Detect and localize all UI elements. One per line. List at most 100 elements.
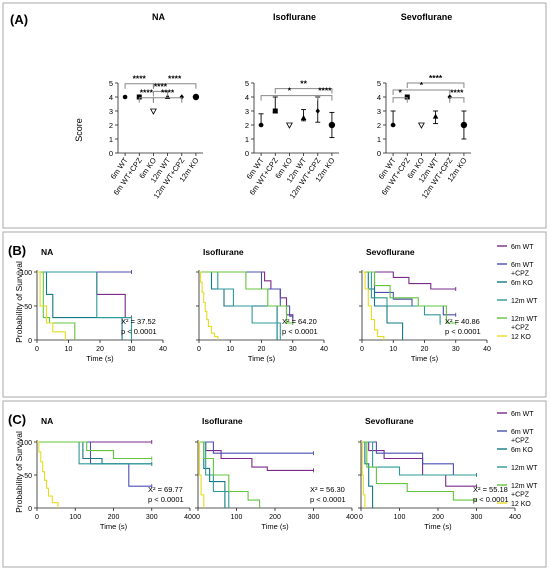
a2-sig-label: * [420,80,424,90]
b0-xlabel: Time (s) [86,354,114,363]
panel-c-frame [2,400,547,568]
a2-sig-bracket [449,97,465,103]
a2-ytick-label: 0 [377,149,381,158]
b0-ytick-label: 0 [28,338,32,345]
b1-xtick-label: 30 [289,346,297,353]
a2-title: Sevoflurane [401,12,453,22]
c2-xtick-label: 400 [509,514,521,521]
b0-ytick-label: 100 [20,270,32,277]
a2-point [390,122,396,128]
c0-chi2-annotation: X² = 69.77 [148,485,183,494]
c-legend-label: +CPZ [511,438,530,445]
b0-p-annotation: p < 0.0001 [121,327,157,336]
b0-chi2-annotation: X² = 37.52 [121,317,156,326]
a2-sig-bracket [406,82,465,88]
a1-ytick-label: 4 [245,93,249,102]
a0-point [122,94,128,100]
a0-ytick-label: 5 [109,79,113,88]
b0-title: NA [41,247,53,257]
b2-xlabel: Time (s) [411,354,439,363]
b2-chi2-annotation: X² = 40.86 [445,317,480,326]
a1-sig-label: * [288,86,292,96]
a0-title: NA [152,12,165,22]
a2-ytick-label: 3 [377,107,381,116]
c0-xtick-label: 300 [146,514,158,521]
a1-ytick-label: 0 [245,149,249,158]
panel-a-frame [2,2,547,229]
c1-xtick-label: 200 [269,514,281,521]
a2-sig-label: * [399,88,403,98]
a0-sig-label: **** [168,74,182,84]
c2-xtick-label: 0 [359,514,363,521]
b0-ytick-label: 50 [24,304,32,311]
c2-xtick-label: 200 [432,514,444,521]
c0-xtick-label: 100 [69,514,81,521]
b2-curve-12-ko [362,271,385,340]
a1-sig-label: **** [318,86,332,96]
c0-xtick-label: 400 [184,514,196,521]
a0-sig-bracket [152,83,197,89]
a1-point [285,122,293,129]
b1-chi2-annotation: X² = 64.20 [282,317,317,326]
c-legend-label: 12m WT [511,483,538,490]
c-legend-label: 12 KO [511,501,531,508]
b1-p-annotation: p < 0.0001 [282,327,318,336]
c0-ytick-label: 0 [28,506,32,513]
a1-point [272,108,278,114]
c1-xtick-label: 400 [346,514,358,521]
a1-sig-bracket [274,88,333,94]
a0-sig-label: **** [140,88,154,98]
a1-sig-label: ** [300,79,307,89]
a2-ytick-label: 1 [377,135,381,144]
c2-curve-12m-wt [361,441,477,476]
a2-ytick-label: 2 [377,121,381,130]
c2-curve-12m-wt-cpz [361,441,477,501]
b0-curve-6m-ko [37,271,123,340]
c1-chi2-annotation: X² = 56.30 [310,485,345,494]
a0-point [192,93,200,101]
b-legend-label: 6m WT [511,244,534,251]
panel-b-ylabel: Probability of Survival [14,261,24,343]
a0-point [136,94,142,100]
c1-curve-12m-wt-cpz [198,441,261,508]
b0-xtick-label: 10 [65,346,73,353]
b0-curve-12m-wt-cpz [37,271,76,340]
b2-xtick-label: 10 [389,346,397,353]
c2-curve-12-ko [361,441,366,508]
a0-ytick-label: 4 [109,93,113,102]
a2-ytick-label: 5 [377,79,381,88]
c0-curve-12-ko [37,441,59,508]
b0-xtick-label: 0 [35,346,39,353]
a2-sig-label: **** [429,73,443,83]
b1-title: Isoflurane [203,247,244,257]
a0-point [179,94,184,100]
a2-point [404,94,410,100]
b-legend-label: 6m KO [511,280,533,287]
a2-sig-label: **** [450,88,464,98]
c0-ytick-label: 100 [20,440,32,447]
b2-xtick-label: 30 [452,346,460,353]
c0-p-annotation: p < 0.0001 [148,495,184,504]
a1-point [315,108,320,114]
a1-point [328,121,336,129]
a0-sig-bracket [152,97,183,103]
a0-sig-bracket [152,90,169,97]
a0-point [149,108,157,115]
a1-ytick-label: 3 [245,107,249,116]
c0-title: NA [41,416,53,426]
b1-xtick-label: 40 [320,346,328,353]
c2-title: Sevoflurane [365,416,414,426]
c2-xtick-label: 100 [394,514,406,521]
a2-point [460,121,468,129]
c2-curve-6m-wt [361,441,477,487]
c1-curve-12-ko [198,441,205,508]
c-legend-label: 12m WT [511,465,538,472]
a0-ytick-label: 2 [109,121,113,130]
b-legend-label: 12 KO [511,334,531,341]
b2-title: Sevoflurane [366,247,415,257]
panel-a-ylabel: Score [74,118,84,142]
c-legend-label: 6m KO [511,447,533,454]
b1-curve-12m-wt-cpz [199,271,293,324]
a2-sig-bracket [392,97,408,103]
b1-xtick-label: 10 [226,346,234,353]
